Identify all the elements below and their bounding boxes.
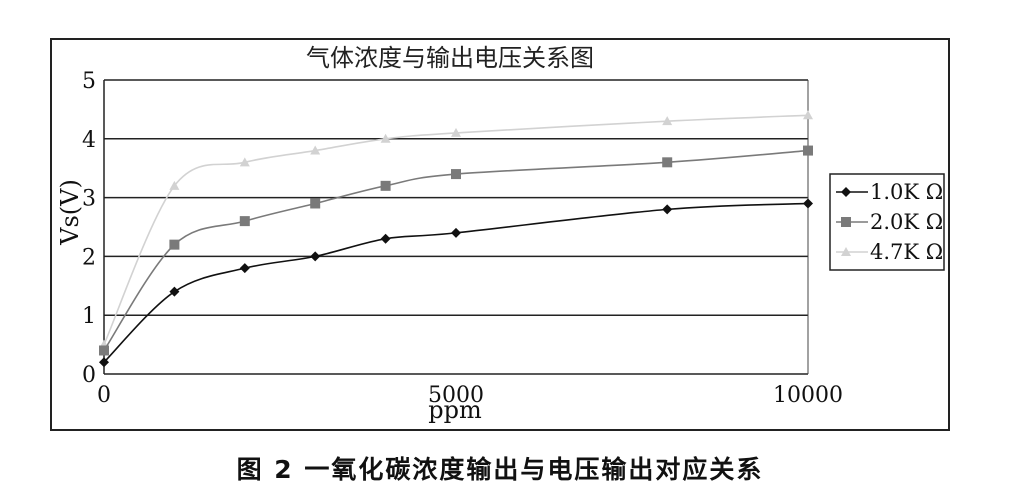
legend-label-3: 4.7K Ω — [870, 240, 943, 264]
y-tick-label-3: 3 — [82, 187, 96, 212]
y-tick-label-1: 1 — [82, 304, 96, 329]
legend-marker-2 — [841, 217, 851, 227]
data-point-s2-1 — [99, 345, 109, 356]
y-tick-label-5: 5 — [82, 69, 96, 94]
data-point-s2-3 — [239, 216, 250, 227]
data-point-s1-1 — [99, 357, 109, 368]
data-point-s3-6 — [451, 127, 461, 137]
data-point-s1-4 — [310, 251, 321, 262]
data-point-s2-7 — [662, 157, 673, 168]
y-tick-label-2: 2 — [82, 245, 96, 270]
y-axis-title: Vs(V) — [56, 179, 84, 246]
chart-title: 气体浓度与输出电压关系图 — [306, 44, 594, 72]
data-point-s3-5 — [380, 133, 391, 143]
data-point-s2-2 — [169, 239, 180, 250]
x-axis-title: ppm — [428, 396, 482, 424]
y-tick-label-4: 4 — [82, 128, 96, 153]
x-tick-label-5000: 5000 — [428, 383, 484, 408]
data-point-s3-2 — [169, 180, 180, 190]
x-tick-label-10000: 10000 — [773, 383, 843, 408]
data-point-s2-6 — [451, 169, 461, 180]
y-tick-label-0: 0 — [82, 363, 96, 388]
legend: 1.0K Ω 2.0K Ω 4.7K Ω — [829, 173, 945, 271]
data-point-s2-5 — [380, 180, 391, 191]
legend-marker-1 — [841, 187, 851, 197]
legend-label-2: 2.0K Ω — [870, 210, 943, 234]
figure-caption: 图 2 一氧化碳浓度输出与电压输出对应关系 — [236, 455, 764, 484]
data-point-s1-2 — [169, 286, 180, 297]
data-point-s1-7 — [662, 204, 673, 215]
data-point-s2-8 — [803, 145, 813, 156]
legend-label-1: 1.0K Ω — [870, 180, 943, 204]
legend-marker-3 — [841, 247, 851, 256]
data-point-s3-3 — [239, 157, 250, 167]
data-point-s1-5 — [380, 233, 391, 244]
data-point-s1-6 — [451, 227, 461, 238]
data-point-s1-3 — [239, 263, 250, 274]
figure-frame: 气体浓度与输出电压关系图 0 1 2 3 4 5 0 5000 10000 Vs(V) ppm … — [50, 38, 950, 431]
data-point-s2-4 — [310, 198, 321, 209]
data-point-s3-8 — [803, 110, 813, 120]
data-point-s1-8 — [803, 198, 813, 209]
data-point-s3-7 — [662, 116, 673, 126]
x-tick-label-0: 0 — [97, 383, 111, 408]
data-point-s3-4 — [310, 145, 321, 155]
